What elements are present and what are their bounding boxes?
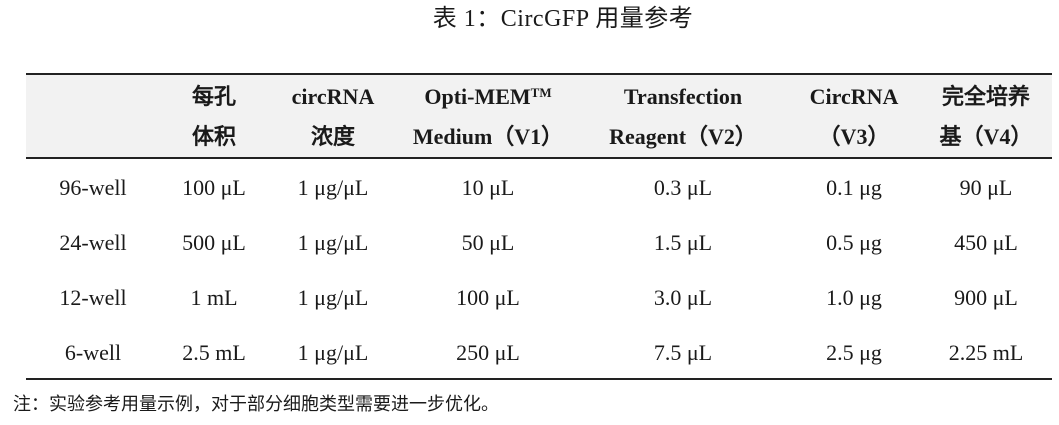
table-cell-plate: 12-well <box>59 285 127 310</box>
table-cell-well-volume: 1 mL <box>190 285 238 310</box>
table-cell-well-volume: 500 μL <box>182 230 246 255</box>
table-cell-well-volume: 2.5 mL <box>182 340 246 365</box>
header-circrna-v3: CircRNA （V3） <box>810 77 899 157</box>
table-cell-concentration: 1 μg/μL <box>297 285 369 310</box>
table-cell-v4: 900 μL <box>954 285 1018 310</box>
header-complete-medium-line1: 完全培养 <box>941 84 1031 109</box>
table-cell-v1: 50 μL <box>461 230 515 255</box>
header-circrna-v3-line2: （V3） <box>818 124 890 149</box>
header-circrna-concentration: circRNA 浓度 <box>292 77 375 157</box>
table-cell-v1: 10 μL <box>461 175 515 200</box>
table-cell-concentration: 1 μg/μL <box>297 230 369 255</box>
header-complete-medium: 完全培养 基（V4） <box>940 77 1033 157</box>
table-header-rule <box>26 157 1052 159</box>
header-opti-mem-line1: Opti-MEMTM <box>413 77 563 117</box>
header-opti-mem-line2: Medium（V1） <box>412 124 564 149</box>
table-cell-v4: 90 μL <box>959 175 1013 200</box>
table-cell-v3: 1.0 μg <box>826 285 882 310</box>
table-cell-v2: 1.5 μL <box>653 230 713 255</box>
trademark-superscript: TM <box>530 85 552 100</box>
header-well-volume: 每孔 体积 <box>192 77 236 157</box>
table-cell-plate: 96-well <box>59 175 127 200</box>
header-opti-mem-name: Opti-MEM <box>424 84 531 109</box>
header-circrna-concentration-line1: circRNA <box>291 84 375 109</box>
table-cell-v1: 100 μL <box>456 285 520 310</box>
table-top-rule <box>26 73 1052 75</box>
table-cell-v2: 0.3 μL <box>653 175 713 200</box>
header-transfection-reagent: Transfection Reagent（V2） <box>609 77 757 157</box>
header-transfection-reagent-line1: Transfection <box>623 84 743 109</box>
table-cell-v4: 450 μL <box>954 230 1018 255</box>
header-transfection-reagent-line2: Reagent（V2） <box>609 124 757 149</box>
table-bottom-rule <box>26 378 1052 380</box>
table-cell-plate: 6-well <box>64 340 122 365</box>
header-circrna-v3-line1: CircRNA <box>809 84 899 109</box>
table-cell-v4: 2.25 mL <box>948 340 1024 365</box>
table-cell-v2: 7.5 μL <box>653 340 713 365</box>
table-cell-v3: 0.5 μg <box>826 230 882 255</box>
table-cell-well-volume: 100 μL <box>182 175 246 200</box>
header-circrna-concentration-line2: 浓度 <box>310 124 356 149</box>
header-complete-medium-line2: 基（V4） <box>939 124 1033 149</box>
table-cell-v2: 3.0 μL <box>653 285 713 310</box>
header-well-volume-line2: 体积 <box>191 124 237 149</box>
table-cell-concentration: 1 μg/μL <box>297 340 369 365</box>
table-cell-plate: 24-well <box>59 230 127 255</box>
table-header-background <box>26 74 1052 157</box>
table-cell-v1: 250 μL <box>456 340 520 365</box>
header-opti-mem-medium: Opti-MEMTM Medium（V1） <box>413 77 563 157</box>
table-footnote: 注：实验参考用量示例，对于部分细胞类型需要进一步优化。 <box>13 394 499 414</box>
table-cell-v3: 2.5 μg <box>826 340 882 365</box>
table-cell-v3: 0.1 μg <box>826 175 882 200</box>
header-well-volume-line1: 每孔 <box>191 84 237 109</box>
table-cell-concentration: 1 μg/μL <box>297 175 369 200</box>
table-caption: 表 1：CircGFP 用量参考 <box>432 6 694 32</box>
